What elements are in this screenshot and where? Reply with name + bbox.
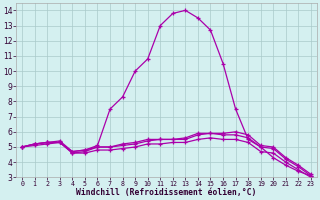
X-axis label: Windchill (Refroidissement éolien,°C): Windchill (Refroidissement éolien,°C) xyxy=(76,188,257,197)
